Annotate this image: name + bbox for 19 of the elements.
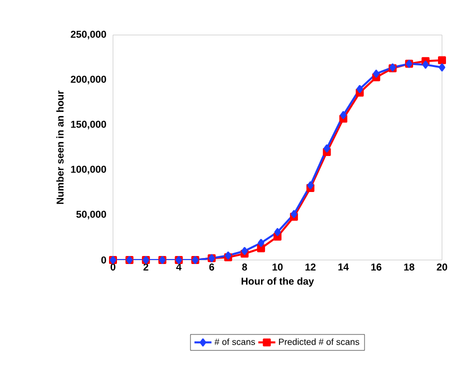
- legend-label: Predicted # of scans: [279, 338, 360, 346]
- x-tick-label: 10: [272, 264, 283, 271]
- x-tick-label: 12: [305, 264, 316, 270]
- y-tick-label: 200,000: [70, 76, 106, 84]
- x-axis-title: Hour of the day: [242, 277, 314, 287]
- x-tick-label: 14: [338, 264, 349, 270]
- x-tick-label: 8: [242, 264, 248, 271]
- x-tick-label: 16: [371, 264, 382, 271]
- legend-label: # of scans: [214, 338, 255, 346]
- y-tick-label: 50,000: [76, 210, 106, 220]
- x-tick-label: 18: [404, 264, 414, 271]
- y-tick-label: 150,000: [71, 120, 106, 130]
- y-tick-label: 100,000: [71, 166, 106, 174]
- x-tick-label: 6: [209, 264, 214, 271]
- y-tick-label: 0: [101, 256, 106, 264]
- y-axis-title: Number seen in an hour: [56, 90, 64, 204]
- y-tick-label: 250,000: [70, 30, 106, 40]
- x-tick-label: 20: [436, 264, 448, 271]
- x-tick-label: 4: [176, 264, 182, 270]
